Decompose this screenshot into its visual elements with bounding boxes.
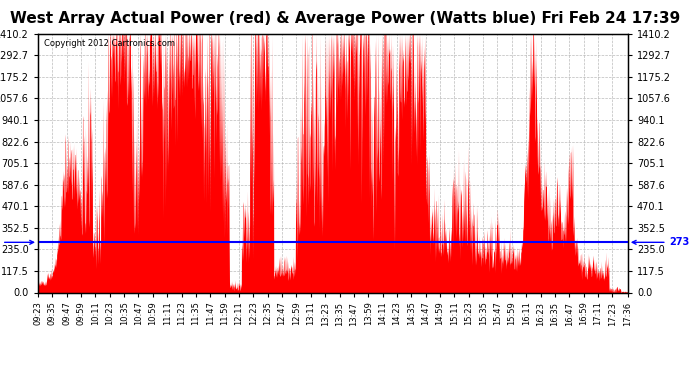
Text: 273.51: 273.51 [0, 237, 34, 248]
Text: West Array Actual Power (red) & Average Power (Watts blue) Fri Feb 24 17:39: West Array Actual Power (red) & Average … [10, 11, 680, 26]
Text: Copyright 2012 Cartronics.com: Copyright 2012 Cartronics.com [44, 39, 175, 48]
Text: 273.51: 273.51 [632, 237, 690, 248]
